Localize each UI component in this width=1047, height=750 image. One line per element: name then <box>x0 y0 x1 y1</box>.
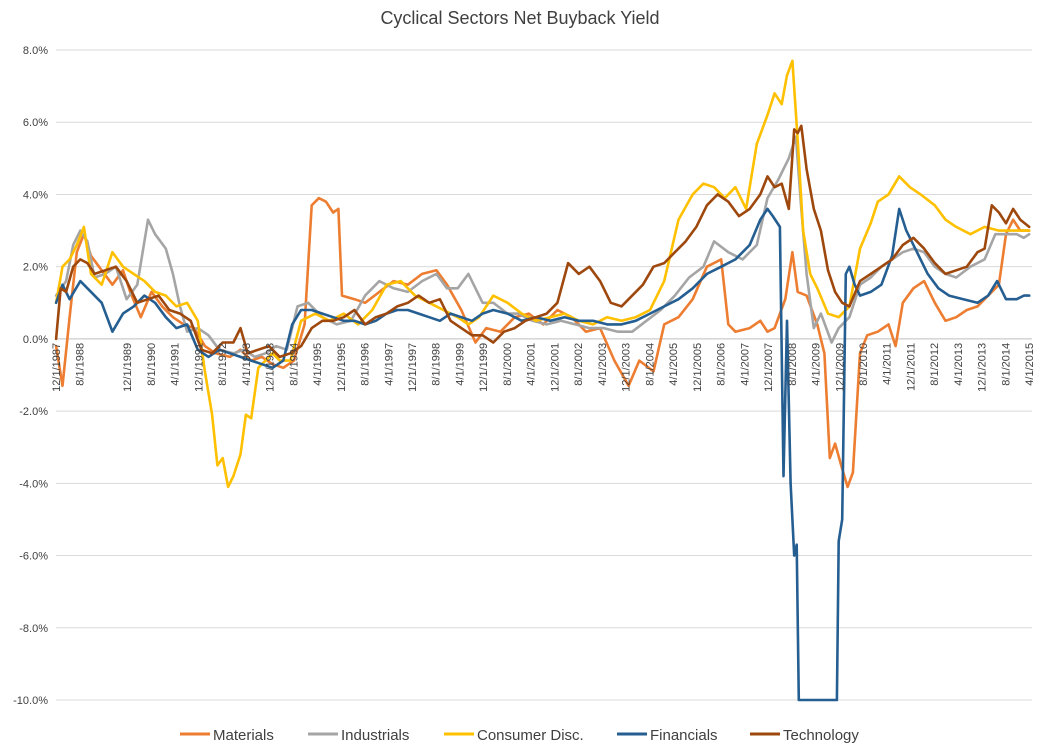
x-tick-label: 12/1/1995 <box>336 343 348 392</box>
x-tick-label: 8/1/1988 <box>75 343 87 386</box>
x-tick-label: 12/1/2013 <box>977 343 989 392</box>
x-axis-tick-labels: 12/1/1987 8/1/1988 12/1/1989 8/1/1990 4/1/19… <box>51 343 1036 392</box>
x-tick-label: 8/1/2012 <box>929 343 941 386</box>
x-tick-label: 8/1/2004 <box>644 343 656 386</box>
legend-label: Materials <box>213 727 274 744</box>
x-tick-label: 12/1/1993 <box>265 343 277 392</box>
x-tick-label: 12/1/2005 <box>692 343 704 392</box>
legend-label: Technology <box>783 727 859 744</box>
x-tick-label: 12/1/2003 <box>621 343 633 392</box>
x-tick-label: 4/1/2013 <box>953 343 965 386</box>
x-tick-label: 4/1/2007 <box>739 343 751 386</box>
y-tick-label: 4.0% <box>23 189 48 201</box>
series-lines <box>54 59 1031 702</box>
chart-title: Cyclical Sectors Net Buyback Yield <box>380 8 659 28</box>
x-tick-label: 12/1/1987 <box>51 343 63 392</box>
y-axis-tick-labels: 8.0% 6.0% 4.0% 2.0% 0.0% -2.0% -4.0% -6.0% -8.0%… <box>13 45 48 707</box>
x-tick-label: 12/1/2001 <box>549 343 561 392</box>
x-tick-label: 8/1/2014 <box>1000 343 1012 386</box>
x-tick-label: 8/1/1998 <box>431 343 443 386</box>
x-tick-label: 4/1/2009 <box>811 343 823 386</box>
x-tick-label: 12/1/1997 <box>407 343 419 392</box>
y-tick-label: -6.0% <box>19 551 48 563</box>
x-tick-label: 8/1/2000 <box>502 343 514 386</box>
x-tick-label: 4/1/1999 <box>455 343 467 386</box>
legend-label: Consumer Disc. <box>477 727 584 744</box>
legend-label: Financials <box>650 727 718 744</box>
x-tick-label: 4/1/2011 <box>882 343 894 385</box>
x-tick-label: 4/1/2001 <box>526 343 538 386</box>
x-tick-label: 4/1/1997 <box>383 343 395 386</box>
series-line-consumer-disc <box>54 59 1031 489</box>
x-tick-label: 8/1/2010 <box>858 343 870 386</box>
legend: Materials Industrials Consumer Disc. Financ… <box>180 727 859 744</box>
x-tick-label: 12/1/2009 <box>834 343 846 392</box>
y-tick-label: 8.0% <box>23 45 48 57</box>
series-line-financials <box>54 207 1031 702</box>
x-tick-label: 4/1/2015 <box>1024 343 1036 386</box>
x-tick-label: 12/1/1999 <box>478 343 490 392</box>
x-tick-label: 8/1/1990 <box>146 343 158 386</box>
y-tick-label: 2.0% <box>23 262 48 274</box>
legend-label: Industrials <box>341 727 409 744</box>
y-tick-label: -8.0% <box>19 623 48 635</box>
series-line-industrials <box>54 135 1031 359</box>
x-tick-label: 12/1/2011 <box>906 343 918 391</box>
x-tick-label: 12/1/1991 <box>193 343 205 392</box>
y-tick-label: 6.0% <box>23 117 48 129</box>
x-tick-label: 8/1/2006 <box>716 343 728 386</box>
y-tick-label: -10.0% <box>13 695 48 707</box>
x-tick-label: 4/1/1991 <box>170 343 182 386</box>
y-tick-label: 0.0% <box>23 334 48 346</box>
x-tick-label: 8/1/1992 <box>217 343 229 386</box>
x-tick-label: 4/1/1993 <box>241 343 253 386</box>
x-tick-label: 12/1/2007 <box>763 343 775 392</box>
x-tick-label: 4/1/2005 <box>668 343 680 386</box>
x-tick-label: 8/1/1996 <box>360 343 372 386</box>
x-tick-label: 8/1/2008 <box>787 343 799 386</box>
y-tick-label: -4.0% <box>19 478 48 490</box>
gridlines <box>56 49 1032 701</box>
y-tick-label: -2.0% <box>19 406 48 418</box>
x-tick-label: 4/1/2003 <box>597 343 609 386</box>
x-tick-label: 8/1/1994 <box>288 343 300 386</box>
series-line-technology <box>54 124 1031 359</box>
x-tick-label: 4/1/1995 <box>312 343 324 386</box>
x-tick-label: 12/1/1989 <box>122 343 134 392</box>
x-tick-label: 8/1/2002 <box>573 343 585 386</box>
